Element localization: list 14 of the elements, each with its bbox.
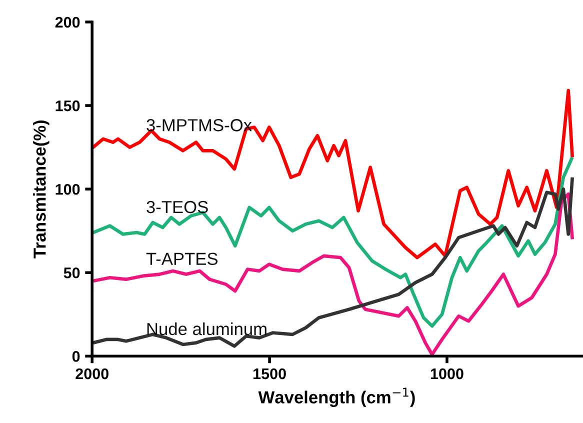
y-axis-title: Transmitance(%) <box>33 120 50 258</box>
series-label: Nude aluminum <box>147 322 266 336</box>
series-label: 3-TEOS <box>146 200 208 214</box>
y-tick-label: 0 <box>72 351 80 362</box>
y-tick-label: 50 <box>64 267 80 278</box>
x-tick-label: 1500 <box>254 368 286 380</box>
x-tick-label: 2000 <box>76 368 108 380</box>
series-label: T-APTES <box>146 252 218 266</box>
x-axis-title: Wavelength (cm$^{−1}$) <box>258 388 415 407</box>
x-tick-label: 1000 <box>430 368 464 380</box>
y-tick-label: 200 <box>55 16 80 28</box>
y-tick-label: 100 <box>56 184 80 195</box>
y-tick-label: 150 <box>56 100 80 112</box>
series-label: 3-MPTMS-Ox <box>146 119 252 132</box>
